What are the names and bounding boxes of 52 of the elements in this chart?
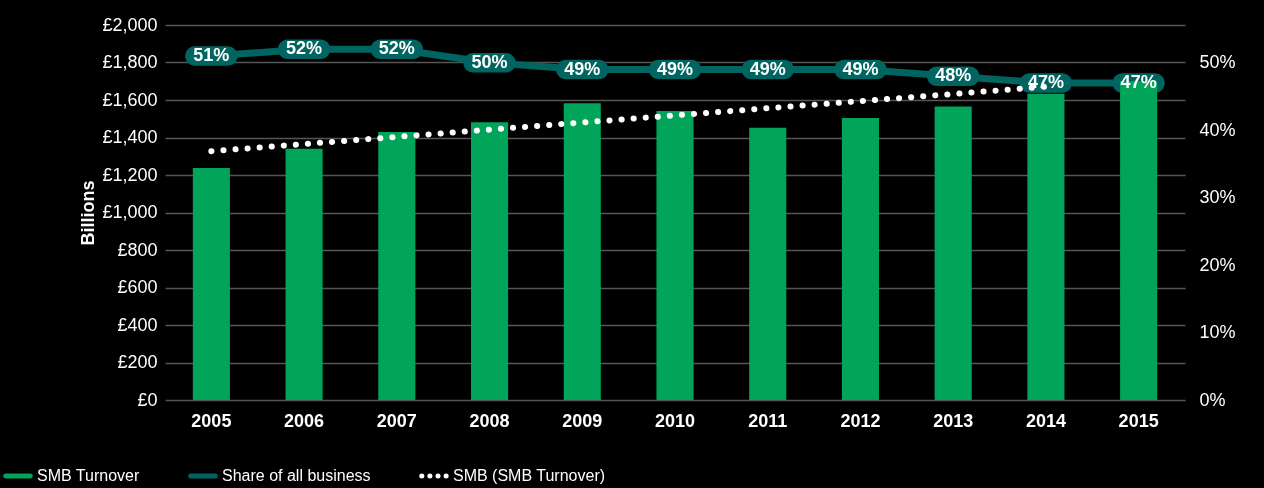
y2-tick-label: 0% [1199,389,1226,410]
x-tick-label: 2008 [469,410,510,431]
y-tick-label: £1,600 [102,89,158,110]
data-label: 49% [842,58,879,79]
bar [285,148,323,400]
x-tick-label: 2010 [654,410,696,431]
x-tick-label: 2005 [191,410,232,431]
y-tick-label: £0 [137,389,158,410]
y-tick-label: £800 [117,239,158,260]
x-tick-label: 2009 [562,410,603,431]
x-tick-label: 2011 [748,410,788,431]
bar [841,118,879,400]
x-tick-label: 2015 [1118,410,1159,431]
y-tick-label: £1,200 [102,164,158,185]
data-label: 47% [1120,72,1157,92]
y2-tick-label: 40% [1199,119,1236,140]
x-tick-label: 2014 [1025,410,1066,431]
data-label: 52% [378,38,415,59]
x-tick-label: 2007 [376,410,417,431]
y-tick-label: £2,000 [102,14,158,35]
bar [378,132,416,400]
bar [749,127,787,400]
y-tick-label: £1,000 [102,202,158,222]
y-axis-title: Billions [78,180,99,246]
data-label: 52% [286,38,323,59]
y2-tick-label: 50% [1199,52,1236,73]
y-tick-label: £600 [117,277,158,297]
legend-label: SMB (SMB Turnover) [453,467,606,484]
legend-label: SMB Turnover [37,467,140,484]
y2-tick-label: 20% [1199,254,1236,275]
x-tick-label: 2013 [933,410,974,431]
y-tick-label: £1,400 [102,127,158,147]
x-tick-label: 2012 [840,410,881,431]
data-label: 50% [471,51,508,72]
data-label: 48% [935,65,972,86]
x-tick-label: 2006 [284,410,325,431]
legend-label: Share of all business [222,467,371,484]
bar [192,168,230,400]
bar [563,103,601,400]
data-label: 49% [656,58,694,79]
bar [934,106,972,400]
y2-tick-label: 10% [1199,322,1236,343]
y-tick-label: £200 [117,352,158,372]
data-label: 51% [193,45,230,66]
bar [656,111,694,400]
data-label: 49% [749,58,786,79]
bar [471,122,509,400]
data-label: 49% [564,58,601,79]
data-label: 47% [1027,72,1064,92]
y2-tick-label: 30% [1199,187,1236,208]
y-tick-label: £400 [117,314,158,335]
y-tick-label: £1,800 [102,52,158,72]
